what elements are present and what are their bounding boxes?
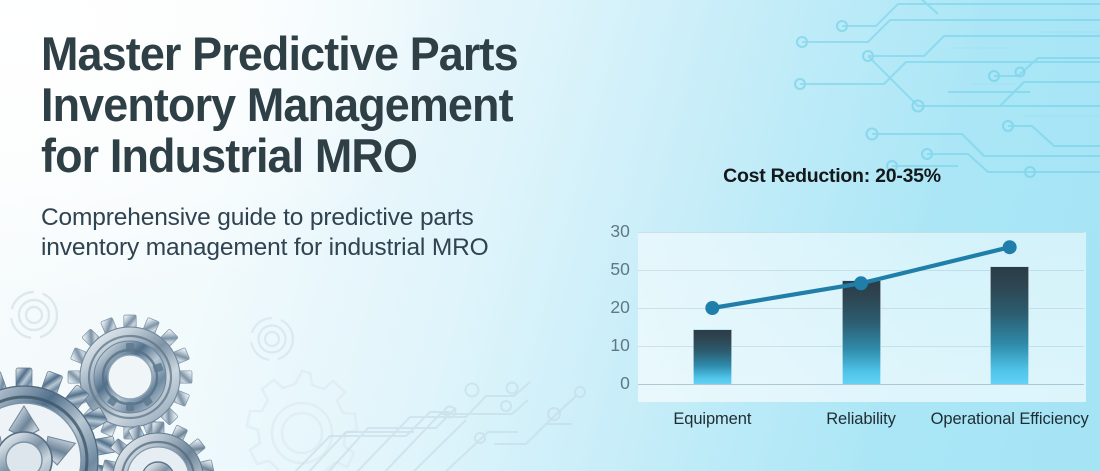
concentric-ring-icon: [9, 290, 59, 340]
axis-baseline: [638, 384, 1084, 385]
y-axis-tick-label: 10: [610, 335, 630, 355]
x-axis-tick-label: Reliability: [826, 410, 896, 428]
y-axis-tick-label: 0: [620, 373, 630, 393]
trend-line-series: [705, 240, 1017, 315]
y-axis-tick-label: 30: [610, 221, 630, 241]
cost-reduction-chart: Cost Reduction: 20-35% 30 50 20 10 0: [586, 160, 1089, 430]
gear-outline-icon: [245, 369, 359, 471]
x-axis-tick-label: Operational Efficiency: [930, 410, 1089, 428]
y-axis-tick-label: 50: [610, 259, 630, 279]
gears-illustration-icon: [0, 314, 214, 471]
chart-plot-area: 30 50 20 10 0: [586, 221, 1086, 402]
bar-operational-efficiency[interactable]: [990, 266, 1030, 384]
gridline: [638, 270, 1084, 271]
trend-marker[interactable]: [1002, 240, 1017, 255]
headline-block: Master Predictive Parts Inventory Manage…: [41, 28, 691, 263]
circuit-board-pattern-icon: [793, 0, 1100, 179]
bar-equipment[interactable]: [692, 328, 732, 384]
trend-line-markers: [705, 240, 1017, 315]
concentric-ring-icon: [249, 316, 295, 362]
trend-marker[interactable]: [854, 276, 868, 291]
chart-title: Cost Reduction: 20-35%: [723, 165, 941, 187]
bar-reliability[interactable]: [841, 279, 881, 384]
page-title: Master Predictive Parts Inventory Manage…: [41, 27, 519, 182]
gridline: [638, 232, 1084, 233]
x-axis-tick-label: Equipment: [673, 410, 752, 428]
page-subtitle: Comprehensive guide to predictive parts …: [41, 204, 489, 261]
trend-marker[interactable]: [705, 301, 720, 315]
y-axis-tick-label: 20: [610, 297, 630, 317]
